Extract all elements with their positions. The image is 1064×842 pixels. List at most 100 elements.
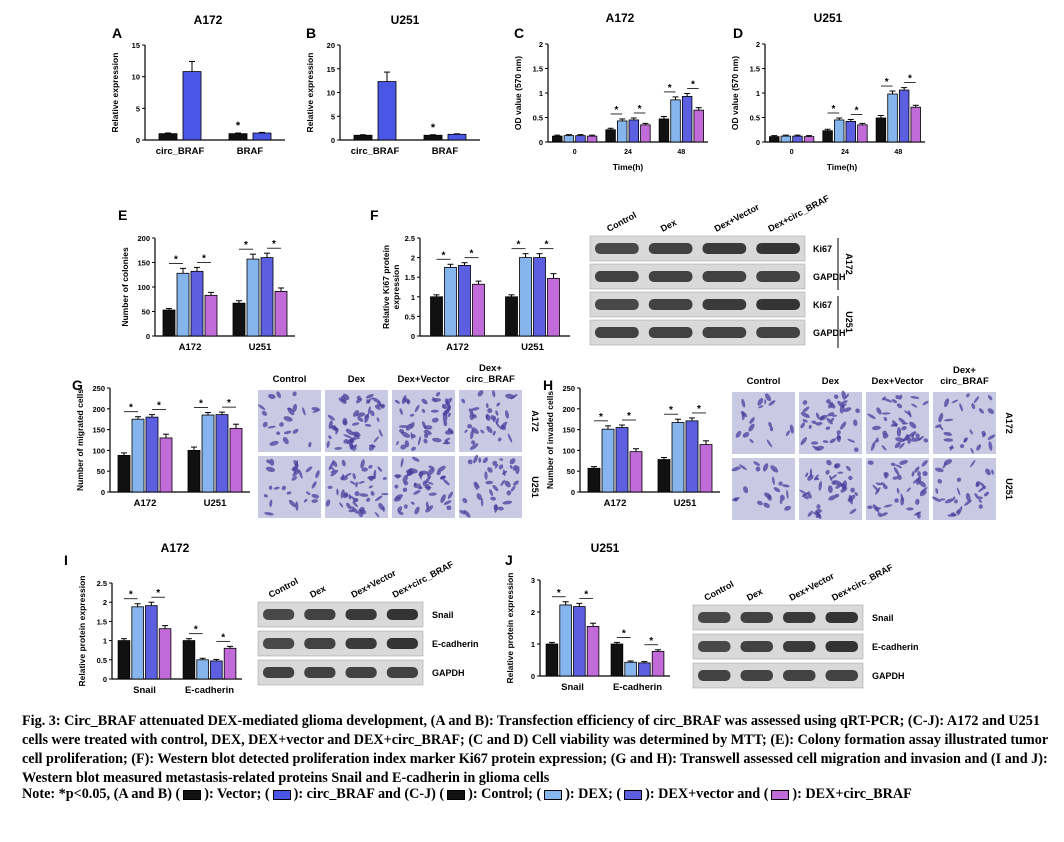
y-tick-label: 0 [411,332,415,341]
stained-cell [292,403,298,412]
y-axis-label-line: Number of migrated cells [75,389,85,491]
bar [196,659,209,680]
bar [586,626,600,677]
stained-cell [373,436,379,443]
y-tick-label: 2.5 [405,234,415,243]
chart-title: U251 [814,11,843,25]
stained-cell [779,499,783,504]
stained-cell [492,484,499,492]
band-label: Ki67 [813,300,832,310]
stained-cell [401,395,407,405]
stained-cell [371,397,381,404]
stained-cell [264,512,274,516]
stained-cell [802,494,809,500]
micrograph-column-label: Dex+ [479,363,502,374]
protein-band [263,609,295,620]
bar [803,136,815,143]
stained-cell [330,467,335,470]
stained-cell [359,493,369,497]
x-tick-label: Snail [561,682,584,693]
protein-band [698,641,731,652]
bar [204,294,218,337]
bar [875,117,887,143]
y-axis-label-line: Relative expression [305,53,315,133]
significance-star: * [517,240,521,251]
chart-title: U251 [391,13,420,27]
protein-band [595,299,639,310]
stained-cell [779,494,785,501]
stained-cell [380,403,386,409]
protein-band [304,609,336,620]
stained-cell [447,491,454,499]
stained-cell [829,438,836,444]
micrograph-column-label: circ_BRAF [940,376,989,387]
stained-cell [443,407,451,415]
bar [693,109,704,143]
y-tick-label: 200 [562,405,575,414]
stained-cell [919,490,927,497]
stained-cell [349,495,358,502]
stained-cell [802,400,808,405]
stained-cell [881,396,886,401]
y-tick-label: 15 [132,41,140,50]
stained-cell [973,396,980,404]
protein-band [263,638,295,649]
protein-band [756,299,800,310]
bar [182,640,196,680]
stained-cell [841,400,848,404]
bar [505,296,518,337]
stained-cell [825,469,830,475]
stained-cell [915,433,920,438]
stained-cell [292,391,297,397]
bar [117,454,131,493]
stained-cell [494,503,498,513]
chart-panel-b: B U251 0 5 10 15 20 Relative expression circ_BRA… [305,13,480,157]
stained-cell [265,466,276,472]
bar [182,71,202,141]
stained-cell [469,443,479,450]
stained-cell [937,479,943,484]
stained-cell [510,393,518,400]
stained-cell [837,471,844,474]
y-tick-label: 3 [531,576,535,585]
stained-cell [467,459,473,465]
stained-cell [361,467,368,472]
stained-cell [907,410,912,418]
stained-cell [445,400,451,409]
stained-cell [490,496,497,501]
stained-cell [969,429,973,435]
stained-cell [352,501,359,508]
protein-band [756,243,800,254]
stained-cell [404,440,410,448]
stained-cell [976,444,982,451]
stained-cell [414,506,420,515]
stained-cell [784,505,792,511]
y-axis-label: Number of migrated cells [75,389,85,491]
stained-cell [368,464,373,469]
y-tick-label: 0 [103,675,107,684]
stained-cell [807,474,814,481]
stained-cell [911,403,918,408]
stained-cell [853,419,858,427]
x-tick-label: A172 [134,498,157,509]
stained-cell [507,433,513,443]
stained-cell [315,470,320,479]
protein-band [740,641,773,652]
bar [190,270,204,337]
stained-cell [308,441,312,448]
chart-panel-a: A A172 0 5 10 15 Relative expression circ_BRAF B… [110,13,285,157]
stained-cell [847,494,856,502]
y-axis-label: Number of colonies [120,247,130,327]
stained-cell [311,493,320,499]
stained-cell [881,412,891,415]
stained-cell [400,457,404,468]
stained-cell [871,425,881,431]
bar [898,89,910,143]
stained-cell [336,488,339,496]
stained-cell [312,409,321,413]
y-tick-label: 1 [531,640,535,649]
stained-cell [366,398,372,404]
x-tick-label: 48 [677,149,685,156]
x-tick-label: circ_BRAF [156,146,205,157]
x-tick-label: U251 [521,342,544,353]
